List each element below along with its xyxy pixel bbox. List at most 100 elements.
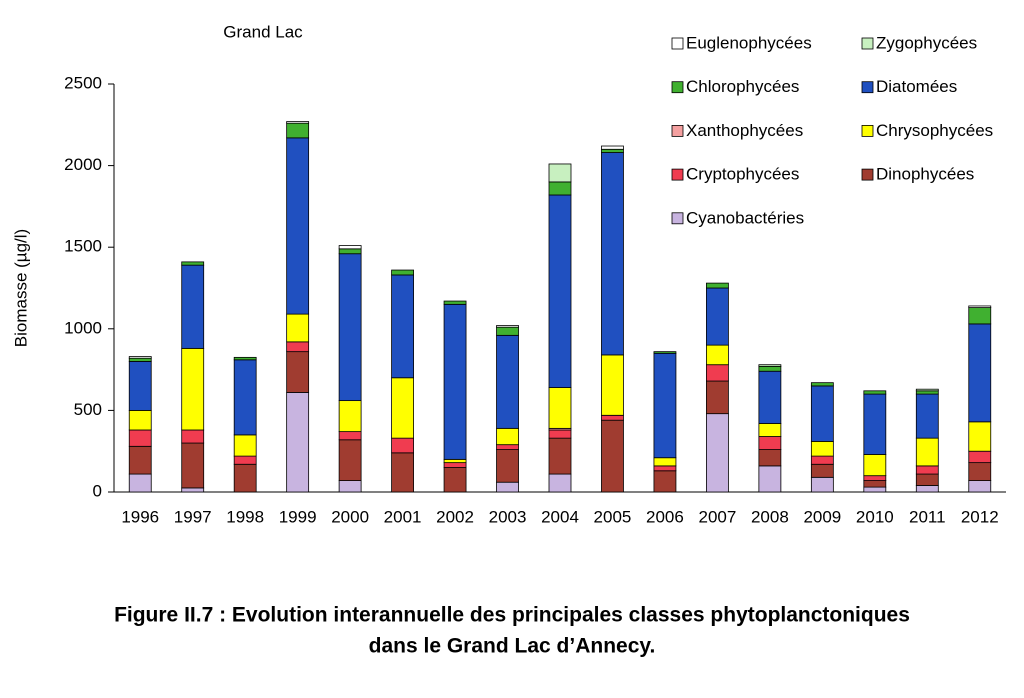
bar-segment <box>915 437 939 467</box>
bar-segment <box>391 377 414 439</box>
bar-segment <box>181 487 205 493</box>
legend-label: Euglenophycées <box>686 33 812 52</box>
bar-segment <box>968 305 992 308</box>
bar-segment <box>810 385 834 442</box>
bar-segment <box>391 452 414 493</box>
bar-segment <box>810 476 834 493</box>
chart-title: Grand Lac <box>223 22 303 41</box>
bar-segment <box>233 359 257 436</box>
bar-segment <box>758 465 782 493</box>
bar-segment <box>548 437 572 475</box>
bar-segment <box>496 427 519 446</box>
bar-segment <box>601 414 624 421</box>
bar-segment <box>706 344 729 366</box>
bar-segment <box>181 429 205 444</box>
bar-segment <box>915 485 939 493</box>
bar-segment <box>968 307 992 325</box>
legend-swatch <box>671 37 684 50</box>
x-tick-label: 2009 <box>803 507 841 526</box>
bar-segment <box>128 445 152 475</box>
legend-swatch <box>671 212 684 225</box>
bar-segment <box>496 444 519 450</box>
bar-segment <box>863 390 887 395</box>
bar-segment <box>548 387 572 429</box>
bar-segment <box>810 382 834 387</box>
legend-swatch <box>861 168 874 181</box>
bar-segment <box>286 392 310 493</box>
bar-segment <box>810 463 834 478</box>
bar-segment <box>758 436 782 450</box>
bar-segment <box>286 137 310 315</box>
bar-segment <box>706 380 729 415</box>
legend-swatch <box>671 81 684 94</box>
bar-segment <box>653 351 677 354</box>
y-tick-label: 0 <box>93 481 102 500</box>
bar-segment <box>338 245 362 250</box>
x-tick-label: 1996 <box>121 507 159 526</box>
legend-label: Zygophycées <box>876 33 977 52</box>
x-tick-label: 2003 <box>489 507 527 526</box>
bar-segment <box>338 400 362 433</box>
bar-segment <box>548 429 572 439</box>
legend-swatch <box>671 125 684 137</box>
legend-swatch <box>861 37 874 50</box>
bar-segment <box>968 480 992 493</box>
bar-segment <box>548 181 572 196</box>
legend-swatch <box>861 125 874 137</box>
bar-segment <box>863 475 887 481</box>
y-tick-label: 1500 <box>64 237 102 256</box>
x-tick-label: 2008 <box>751 507 789 526</box>
legend-label: Cyanobactéries <box>686 208 804 227</box>
bar-segment <box>601 419 624 493</box>
bar-segment <box>601 145 624 150</box>
bar-segment <box>758 364 782 367</box>
bar-segment <box>915 388 939 392</box>
bar-segment <box>601 148 624 153</box>
y-tick-label: 2000 <box>64 155 102 174</box>
bar-segment <box>128 409 152 431</box>
bar-segment <box>233 356 257 361</box>
bar-segment <box>128 356 152 359</box>
x-tick-label: 2004 <box>541 507 579 526</box>
bar-segment <box>286 121 310 124</box>
bar-segment <box>233 463 257 493</box>
bar-segment <box>810 441 834 457</box>
bar-segment <box>915 473 939 486</box>
bar-segment <box>968 421 992 452</box>
bar-segment <box>496 481 519 493</box>
x-tick-label: 2012 <box>961 507 999 526</box>
bar-segment <box>548 473 572 493</box>
bar-segment <box>653 465 677 472</box>
bar-segment <box>128 429 152 447</box>
bar-segment <box>338 431 362 441</box>
legend-swatch <box>861 81 874 94</box>
bar-segment <box>443 300 467 305</box>
legend-label: Chrysophycées <box>876 121 993 140</box>
x-tick-label: 2000 <box>331 507 369 526</box>
x-tick-label: 2011 <box>909 507 946 526</box>
bar-segment <box>706 364 729 382</box>
bar-segment <box>758 449 782 467</box>
y-tick-label: 1000 <box>64 318 102 337</box>
bar-segment <box>810 455 834 465</box>
bar-segment <box>758 370 782 424</box>
bar-segment <box>601 354 624 416</box>
bar-segment <box>863 393 887 455</box>
bar-segment <box>968 450 992 464</box>
bar-segment <box>233 434 257 457</box>
bar-segment <box>128 361 152 411</box>
bar-segment <box>286 351 310 393</box>
bar-segment <box>181 264 205 349</box>
bar-segment <box>653 352 677 459</box>
bar-segment <box>496 334 519 429</box>
bar-segment <box>338 253 362 402</box>
bar-segment <box>863 454 887 477</box>
bar-segment <box>653 470 677 493</box>
bar-segment <box>391 269 414 276</box>
bar-segment <box>706 287 729 346</box>
bar-segment <box>181 442 205 489</box>
bar-segment <box>496 449 519 483</box>
bar-segment <box>391 437 414 454</box>
bar-segment <box>338 248 362 255</box>
x-tick-label: 2001 <box>384 507 422 526</box>
